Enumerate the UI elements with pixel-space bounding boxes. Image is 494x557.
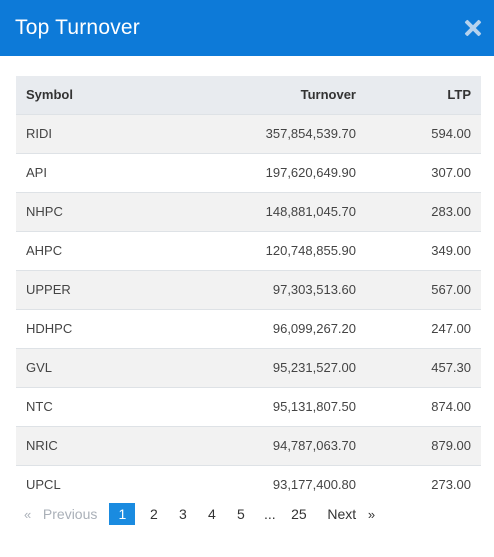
cell-ltp: 879.00 — [431, 438, 471, 453]
cell-turnover: 96,099,267.20 — [272, 321, 356, 336]
table-row[interactable]: NTC 95,131,807.50 874.00 — [16, 387, 481, 426]
cell-symbol: AHPC — [26, 243, 63, 258]
cell-turnover: 93,177,400.80 — [272, 477, 356, 493]
cell-turnover: 197,620,649.90 — [265, 165, 356, 180]
cell-turnover: 120,748,855.90 — [265, 243, 356, 258]
cell-turnover: 357,854,539.70 — [265, 126, 356, 141]
turnover-table-container: Symbol Turnover LTP RIDI 357,854,539.70 … — [16, 76, 481, 504]
cell-symbol: GVL — [26, 360, 53, 375]
turnover-table: Symbol Turnover LTP RIDI 357,854,539.70 … — [16, 76, 481, 504]
table-row[interactable]: RIDI 357,854,539.70 594.00 — [16, 114, 481, 153]
column-header-symbol[interactable]: Symbol — [26, 87, 73, 103]
cell-turnover: 94,787,063.70 — [272, 438, 356, 453]
cell-ltp: 247.00 — [431, 321, 471, 336]
next-page-button[interactable]: Next » — [321, 503, 381, 525]
cell-ltp: 874.00 — [431, 399, 471, 414]
cell-symbol: RIDI — [26, 126, 52, 141]
cell-turnover: 95,231,527.00 — [272, 360, 356, 375]
cell-symbol: API — [26, 165, 47, 180]
cell-symbol: NTC — [26, 399, 53, 414]
previous-label: Previous — [42, 506, 98, 522]
page-button-4[interactable]: 4 — [207, 506, 216, 522]
pagination: « Previous 1 2 3 4 5 ... 25 Next » — [16, 503, 381, 525]
modal-header: Top Turnover — [0, 0, 494, 56]
modal-title: Top Turnover — [15, 16, 140, 39]
table-row[interactable]: GVL 95,231,527.00 457.30 — [16, 348, 481, 387]
table-row[interactable]: UPPER 97,303,513.60 567.00 — [16, 270, 481, 309]
double-chevron-right-icon: » — [367, 507, 376, 522]
previous-page-button[interactable]: « Previous — [16, 503, 103, 525]
page-ellipsis: ... — [264, 506, 276, 522]
page-button-3[interactable]: 3 — [178, 506, 187, 522]
cell-turnover: 97,303,513.60 — [272, 282, 356, 297]
cell-turnover: 148,881,045.70 — [265, 204, 356, 219]
next-label: Next — [327, 506, 357, 522]
cell-ltp: 567.00 — [431, 282, 471, 297]
cell-ltp: 283.00 — [431, 204, 471, 219]
double-chevron-left-icon: « — [24, 507, 32, 522]
table-header-row: Symbol Turnover LTP — [16, 76, 481, 114]
cell-symbol: UPPER — [26, 282, 71, 297]
cell-ltp: 307.00 — [431, 165, 471, 180]
table-row[interactable]: NRIC 94,787,063.70 879.00 — [16, 426, 481, 465]
page-button-25[interactable]: 25 — [291, 506, 307, 522]
cell-symbol: UPCL — [26, 477, 61, 493]
page-button-1[interactable]: 1 — [109, 503, 136, 525]
cell-ltp: 273.00 — [431, 477, 471, 493]
cell-symbol: NHPC — [26, 204, 63, 219]
column-header-ltp[interactable]: LTP — [447, 87, 471, 103]
cell-ltp: 349.00 — [431, 243, 471, 258]
table-row[interactable]: NHPC 148,881,045.70 283.00 — [16, 192, 481, 231]
column-header-turnover[interactable]: Turnover — [300, 87, 356, 103]
cell-ltp: 594.00 — [431, 126, 471, 141]
table-row[interactable]: API 197,620,649.90 307.00 — [16, 153, 481, 192]
table-row[interactable]: UPCL 93,177,400.80 273.00 — [16, 465, 481, 504]
cell-turnover: 95,131,807.50 — [272, 399, 356, 414]
page-button-5[interactable]: 5 — [236, 506, 245, 522]
table-row[interactable]: AHPC 120,748,855.90 349.00 — [16, 231, 481, 270]
cell-symbol: NRIC — [26, 438, 58, 453]
table-row[interactable]: HDHPC 96,099,267.20 247.00 — [16, 309, 481, 348]
page-button-2[interactable]: 2 — [149, 506, 158, 522]
cell-ltp: 457.30 — [431, 360, 471, 375]
cell-symbol: HDHPC — [26, 321, 73, 336]
close-icon[interactable] — [464, 19, 482, 37]
